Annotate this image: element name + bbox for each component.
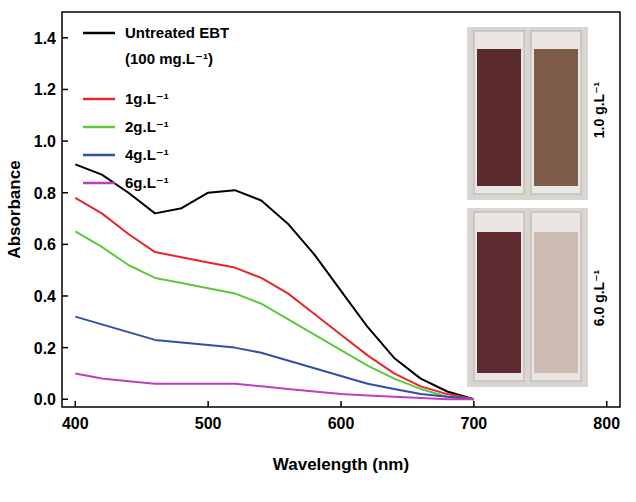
cuvette-liquid xyxy=(534,232,578,373)
x-tick-label: 800 xyxy=(593,415,620,432)
series-line xyxy=(75,231,474,399)
x-tick-label: 600 xyxy=(328,415,355,432)
y-tick-label: 0.2 xyxy=(34,340,56,357)
legend-label-line: (100 mg.L⁻¹) xyxy=(125,50,213,67)
cuvette xyxy=(531,212,581,381)
y-tick xyxy=(62,347,68,349)
plot-frame xyxy=(62,12,620,407)
y-tick xyxy=(62,244,68,246)
legend-swatch xyxy=(83,182,115,185)
x-tick xyxy=(340,401,342,407)
y-tick xyxy=(62,37,68,39)
x-tick xyxy=(606,401,608,407)
cuvette-liquid xyxy=(534,49,578,186)
legend-label: 1g.L⁻¹ xyxy=(125,90,169,107)
cuvette-liquid xyxy=(477,49,521,186)
x-tick xyxy=(75,401,77,407)
cuvette xyxy=(531,31,581,194)
annotation: 6.0 g.L⁻¹ xyxy=(591,269,607,326)
x-tick xyxy=(207,401,209,407)
legend-label-line: Untreated EBT xyxy=(125,24,229,41)
annotation: 1.0 g.L⁻¹ xyxy=(591,81,607,138)
y-axis-title: Absorbance xyxy=(5,160,24,258)
legend-swatch xyxy=(83,32,115,35)
y-tick-label: 1.2 xyxy=(34,81,56,98)
cuvette-liquid xyxy=(477,232,521,373)
legend-swatch xyxy=(83,98,115,101)
legend-swatch xyxy=(83,126,115,129)
series-line xyxy=(75,317,474,400)
x-axis-title: Wavelength (nm) xyxy=(273,455,409,474)
legend-label: 4g.L⁻¹ xyxy=(125,146,169,163)
y-tick xyxy=(62,295,68,297)
y-tick xyxy=(62,192,68,194)
legend-label: Untreated EBT (100 mg.L⁻¹) xyxy=(125,24,229,67)
lines xyxy=(75,164,474,399)
photo-bg xyxy=(467,27,588,200)
y-tick-label: 1.4 xyxy=(34,30,56,47)
x-tick xyxy=(473,401,475,407)
y-tick xyxy=(62,89,68,91)
y-tick xyxy=(62,140,68,142)
x-tick-label: 500 xyxy=(195,415,222,432)
y-tick-label: 0.8 xyxy=(34,185,56,202)
cuvette xyxy=(474,31,524,194)
legend-label: 2g.L⁻¹ xyxy=(125,118,169,135)
y-tick-label: 0.6 xyxy=(34,236,56,253)
y-tick-label: 0.0 xyxy=(34,391,56,408)
series-line xyxy=(75,373,474,399)
x-tick-label: 700 xyxy=(461,415,488,432)
x-tick-label: 400 xyxy=(62,415,89,432)
series-line xyxy=(75,164,474,399)
y-tick xyxy=(62,399,68,401)
legend-swatch xyxy=(83,154,115,157)
y-tick-label: 1.0 xyxy=(34,133,56,150)
photo-bg xyxy=(467,208,588,387)
legend-label: 6g.L⁻¹ xyxy=(125,174,169,191)
series-line xyxy=(75,198,474,399)
cuvette xyxy=(474,212,524,381)
y-tick-label: 0.4 xyxy=(34,288,56,305)
